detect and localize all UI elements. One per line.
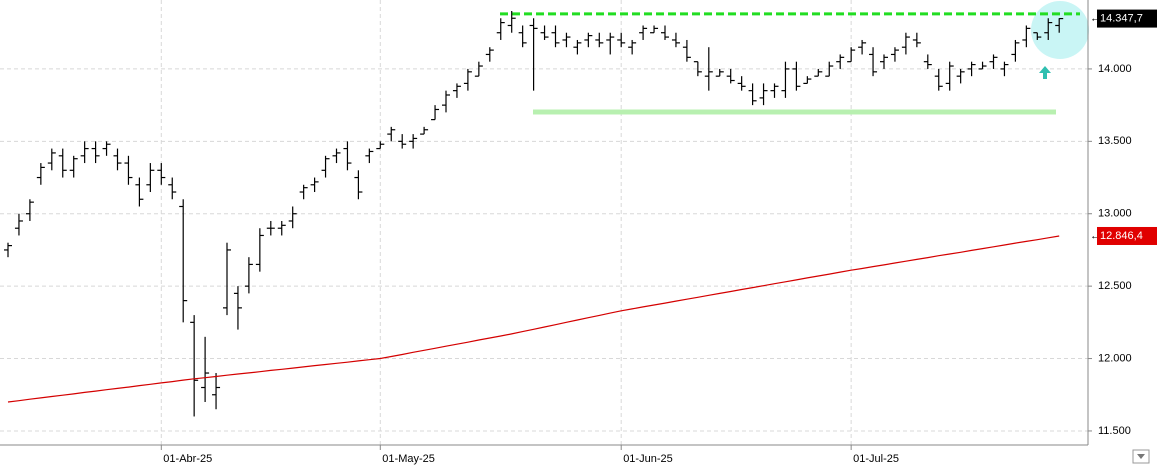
last-value-box <box>1097 226 1157 245</box>
y-tick-label: 14.000 <box>1098 63 1132 75</box>
y-tick-label: 13.000 <box>1098 208 1132 220</box>
moving-average-line <box>7 235 1060 403</box>
settings-icon <box>1137 454 1145 459</box>
grid-layer <box>0 0 1088 445</box>
x-tick-label: 01-May-25 <box>382 453 435 465</box>
x-tick-label: 01-Jun-25 <box>623 453 673 465</box>
y-tick-label: 11.500 <box>1098 425 1131 437</box>
y-tick-label: 13.500 <box>1098 135 1132 147</box>
highlight-circle <box>1031 1 1089 59</box>
y-tick-label: 12.500 <box>1098 280 1132 292</box>
last-value-box <box>1097 9 1157 28</box>
up-arrow <box>1039 66 1051 79</box>
annotation-layer <box>500 1 1089 115</box>
data-layer <box>4 11 1064 417</box>
last-value-label: 14.347,7 <box>1100 12 1143 24</box>
x-tick-label: 01-Abr-25 <box>163 453 212 465</box>
last-value-label: 12.846,4 <box>1100 230 1143 242</box>
y-tick-label: 12.000 <box>1098 352 1132 364</box>
x-tick-label: 01-Jul-25 <box>853 453 899 465</box>
last-arrow: ← <box>1090 12 1101 24</box>
last-arrow: ← <box>1090 230 1101 242</box>
